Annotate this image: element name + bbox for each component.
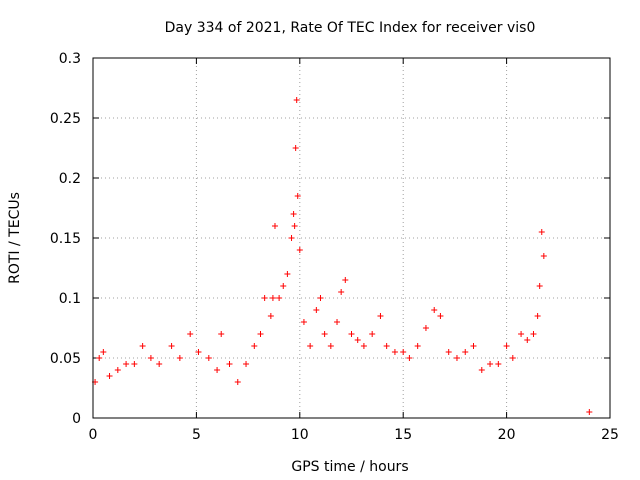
data-point <box>293 97 300 103</box>
data-point <box>147 355 154 361</box>
data-point <box>214 367 221 373</box>
data-point <box>422 325 429 331</box>
data-point <box>391 349 398 355</box>
plot-frame <box>92 57 611 419</box>
data-point <box>106 373 113 379</box>
data-point <box>321 331 328 337</box>
data-point <box>195 349 202 355</box>
data-point <box>524 337 531 343</box>
x-tick-label: 15 <box>394 427 412 443</box>
data-point <box>342 277 349 283</box>
y-tick-label: 0.05 <box>50 351 81 367</box>
y-tick-label: 0.2 <box>59 171 81 187</box>
data-point <box>176 355 183 361</box>
data-point <box>288 235 295 241</box>
data-point <box>131 361 138 367</box>
y-axis-label: ROTI / TECUs <box>7 192 23 284</box>
data-point <box>234 379 241 385</box>
data-point <box>243 361 250 367</box>
data-point <box>470 343 477 349</box>
data-point <box>296 247 303 253</box>
data-point <box>487 361 494 367</box>
data-point <box>139 343 146 349</box>
data-point <box>327 343 334 349</box>
data-point <box>261 295 268 301</box>
chart-title: Day 334 of 2021, Rate Of TEC Index for r… <box>165 20 536 36</box>
data-point <box>226 361 233 367</box>
data-point <box>534 313 541 319</box>
data-point <box>313 307 320 313</box>
data-point <box>307 343 314 349</box>
data-point <box>123 361 130 367</box>
data-point <box>338 289 345 295</box>
data-point <box>354 337 361 343</box>
data-point <box>414 343 421 349</box>
data-point <box>271 223 278 229</box>
data-point <box>300 319 307 325</box>
data-point <box>168 343 175 349</box>
data-point <box>334 319 341 325</box>
data-point <box>518 331 525 337</box>
data-point <box>586 409 593 415</box>
x-axis-label: GPS time / hours <box>291 459 408 475</box>
data-point <box>437 313 444 319</box>
data-point <box>538 229 545 235</box>
data-point <box>251 343 258 349</box>
data-point <box>462 349 469 355</box>
data-point <box>360 343 367 349</box>
y-tick-label: 0.25 <box>50 111 81 127</box>
data-point <box>205 355 212 361</box>
data-points <box>92 97 593 415</box>
y-tick-label: 0.1 <box>59 291 81 307</box>
data-point <box>317 295 324 301</box>
data-point <box>383 343 390 349</box>
data-point <box>96 355 103 361</box>
data-point <box>478 367 485 373</box>
data-point <box>369 331 376 337</box>
data-point <box>348 331 355 337</box>
x-tick-label: 20 <box>498 427 516 443</box>
data-point <box>156 361 163 367</box>
data-point <box>114 367 121 373</box>
grid-lines <box>93 58 610 418</box>
data-point <box>536 283 543 289</box>
y-tick-label: 0.15 <box>50 231 81 247</box>
x-tick-label: 10 <box>291 427 309 443</box>
y-tick-label: 0.3 <box>59 51 81 67</box>
data-point <box>100 349 107 355</box>
data-point <box>509 355 516 361</box>
data-point <box>280 283 287 289</box>
x-tick-label: 0 <box>89 427 98 443</box>
data-point <box>257 331 264 337</box>
data-point <box>269 295 276 301</box>
data-point <box>284 271 291 277</box>
data-point <box>290 211 297 217</box>
data-point <box>406 355 413 361</box>
data-point <box>540 253 547 259</box>
data-point <box>292 145 299 151</box>
y-tick-label: 0 <box>72 411 81 427</box>
data-point <box>453 355 460 361</box>
data-point <box>431 307 438 313</box>
data-point <box>445 349 452 355</box>
x-tick-label: 5 <box>192 427 201 443</box>
data-point <box>218 331 225 337</box>
data-point <box>400 349 407 355</box>
axis-ticks: 0 5 10 15 20 25 0 0.05 0.1 0.15 0.2 0.25 0.3 <box>50 51 619 443</box>
data-point <box>530 331 537 337</box>
data-point <box>377 313 384 319</box>
data-point <box>503 343 510 349</box>
data-point <box>276 295 283 301</box>
data-point <box>187 331 194 337</box>
x-tick-label: 25 <box>601 427 619 443</box>
data-point <box>267 313 274 319</box>
data-point <box>294 193 301 199</box>
data-point <box>291 223 298 229</box>
data-point <box>495 361 502 367</box>
